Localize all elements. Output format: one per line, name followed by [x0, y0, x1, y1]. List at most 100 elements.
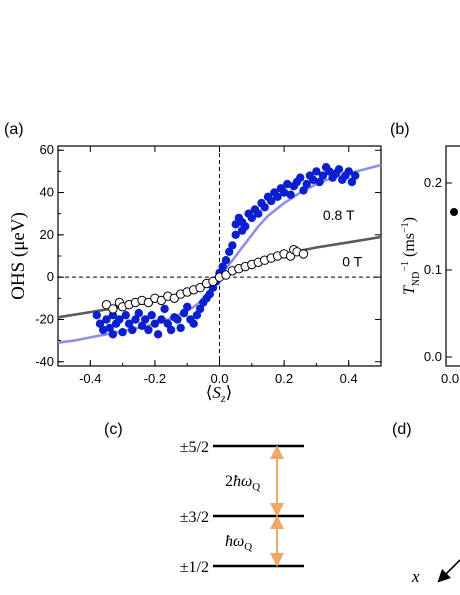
data-point-open — [108, 304, 118, 314]
data-point-filled — [173, 315, 182, 324]
data-point-filled — [299, 186, 308, 195]
data-point-filled — [144, 325, 153, 335]
data-point-filled — [347, 177, 357, 187]
data-point-filled — [105, 323, 114, 333]
x-tick-label: 0.0 — [210, 371, 228, 386]
data-point-filled — [296, 173, 305, 182]
data-point-filled — [315, 177, 324, 187]
data-point-filled — [102, 315, 111, 324]
data-point-filled — [309, 175, 318, 184]
data-point-filled — [318, 171, 328, 180]
data-point-filled — [221, 256, 231, 265]
data-point-filled — [325, 167, 334, 176]
data-point-filled — [160, 304, 169, 314]
data-point-filled — [141, 315, 150, 324]
chart-b: 0.2 0.1 0.0 0.0 TND−1 (ms−1) — [400, 145, 460, 386]
data-point-filled — [166, 325, 176, 335]
data-point-filled — [279, 188, 289, 197]
data-point-filled — [302, 179, 311, 189]
y-axis-label: OHS (μeV) — [8, 212, 29, 300]
x-axis-label: ⟨Sz⟩ — [206, 383, 232, 405]
data-point-filled — [131, 315, 140, 324]
level-label-3-2: ±3/2 — [180, 509, 209, 526]
data-point-filled — [241, 222, 250, 231]
data-point-filled — [286, 190, 295, 199]
data-point-filled — [92, 311, 102, 320]
axis-tick-labels: -0.4 -0.2 0.0 0.2 0.4 -40 -20 0 20 40 60 — [35, 142, 358, 386]
level-label-5-2: ±5/2 — [180, 439, 209, 456]
data-point-open — [298, 249, 309, 259]
energy-level-diagram: ±5/2 ±3/2 ±1/2 2ħωQ ħωQ — [180, 439, 304, 576]
data-point-filled — [150, 319, 160, 328]
annotations: 0.8 T 0 T — [323, 207, 363, 270]
data-point-filled — [334, 165, 344, 174]
series-annotation: 0.8 T — [323, 207, 355, 223]
data-point-filled — [183, 302, 192, 311]
data-point-filled — [231, 230, 240, 239]
data-point-filled — [189, 319, 198, 328]
data-point-filled — [157, 315, 166, 324]
chart-b-frame — [445, 145, 460, 367]
data-point-filled — [118, 328, 127, 337]
data-point-filled — [267, 196, 276, 206]
data-point-filled — [312, 167, 321, 176]
data-point-filled — [218, 262, 227, 271]
data-point-filled — [228, 241, 237, 250]
data-point-filled — [247, 213, 256, 223]
data-point-open — [208, 276, 218, 287]
data-point-filled — [137, 321, 147, 330]
data-point-filled — [99, 325, 108, 335]
data-point-filled — [153, 330, 163, 339]
data-point-filled — [273, 192, 282, 201]
data-point-filled — [351, 171, 360, 180]
data-point-filled — [121, 311, 130, 320]
panel-label-d: (d) — [392, 421, 412, 438]
panel-d-axis: x — [411, 559, 460, 586]
data-point-filled — [115, 315, 124, 324]
data-point-filled — [147, 311, 156, 320]
chart-b-tick-label: 0.1 — [424, 262, 442, 277]
data-point-open — [195, 283, 205, 293]
data-point-filled — [134, 308, 143, 318]
chart-b-tick-label: 0.0 — [424, 349, 442, 364]
level-label-1-2: ±1/2 — [180, 559, 209, 576]
data-point-filled — [231, 220, 240, 229]
y-tick-label: 0 — [47, 269, 54, 284]
x-tick-label: -0.2 — [144, 371, 166, 386]
axis-ticks — [57, 146, 382, 366]
x-tick-label: -0.4 — [79, 371, 101, 386]
chart-b-point — [450, 208, 458, 216]
data-point-filled — [95, 319, 105, 328]
panel-label-b: (b) — [390, 121, 410, 138]
data-point-open — [101, 300, 112, 310]
data-point-open — [156, 295, 167, 306]
series-annotation: 0 T — [342, 254, 362, 270]
data-point-filled — [176, 323, 185, 333]
x-tick-label: 0.4 — [340, 371, 358, 386]
panel-label-a: (a) — [4, 121, 24, 138]
y-tick-label: 60 — [40, 142, 54, 157]
y-tick-label: 20 — [40, 227, 54, 242]
data-points — [92, 163, 360, 339]
panel-label-c: (c) — [104, 421, 123, 438]
gap-label-upper: 2ħωQ — [225, 473, 260, 493]
data-point-open — [169, 293, 180, 303]
y-tick-label: -20 — [35, 311, 54, 326]
data-point-filled — [283, 179, 292, 189]
data-point-filled — [163, 319, 172, 328]
x-axis-letter: x — [411, 567, 420, 586]
x-tick-label: 0.2 — [275, 371, 293, 386]
y-tick-label: 40 — [40, 185, 54, 200]
data-point-filled — [128, 325, 137, 335]
data-point-filled — [124, 319, 134, 328]
data-point-filled — [179, 308, 189, 318]
data-point-filled — [254, 209, 263, 218]
data-point-filled — [108, 330, 118, 339]
data-point-filled — [225, 247, 234, 256]
data-point-filled — [260, 203, 269, 212]
data-point-filled — [192, 311, 202, 320]
data-point-filled — [195, 304, 205, 314]
y-tick-label: -40 — [35, 354, 54, 369]
chart-b-tick-label: 0.0 — [441, 371, 459, 386]
